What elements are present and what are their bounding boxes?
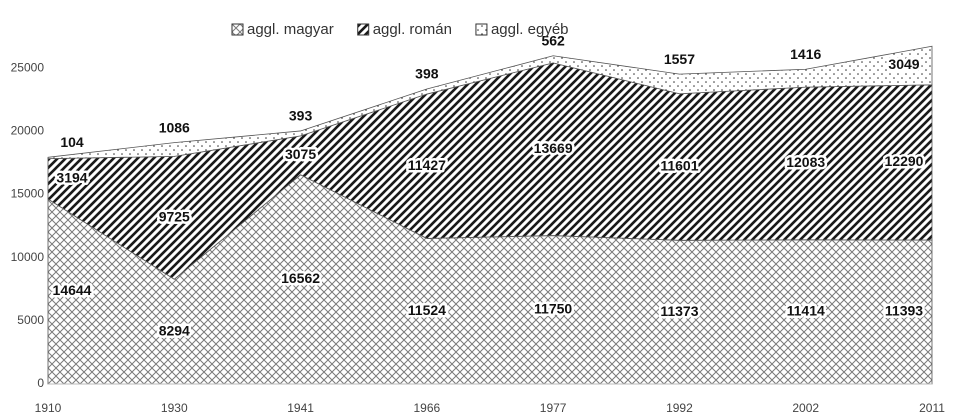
data-label: 9725: [159, 208, 190, 224]
data-label: 3194: [56, 170, 87, 186]
legend-swatch: [475, 23, 488, 36]
data-label: 13669: [534, 140, 573, 156]
data-label: 11601: [660, 158, 698, 174]
data-label: 14644: [53, 282, 92, 298]
data-label: 562: [541, 32, 565, 48]
data-label: 11750: [534, 300, 572, 316]
y-tick-label: 15000: [11, 187, 45, 201]
x-tick-label: 1977: [540, 401, 567, 415]
data-label: 1086: [159, 119, 190, 135]
y-tick-label: 0: [37, 376, 44, 390]
y-tick-label: 20000: [11, 124, 45, 138]
legend-swatch: [231, 23, 244, 36]
y-tick-label: 10000: [11, 250, 45, 264]
legend-swatch: [357, 23, 370, 36]
x-tick-label: 1992: [666, 401, 693, 415]
data-label: 12083: [786, 154, 825, 170]
x-tick-label: 1930: [161, 401, 188, 415]
x-tick-label: 2002: [792, 401, 819, 415]
legend-label: aggl. magyar: [247, 21, 334, 38]
data-label: 1416: [790, 46, 821, 62]
y-tick-label: 25000: [11, 60, 45, 74]
data-label: 11427: [408, 157, 446, 173]
x-tick-label: 1910: [35, 401, 62, 415]
data-label: 11393: [885, 303, 923, 319]
data-label: 3049: [888, 56, 919, 72]
data-label: 398: [415, 66, 439, 82]
legend-label: aggl. román: [373, 21, 452, 38]
data-label: 104: [60, 134, 84, 150]
x-tick-label: 1941: [287, 401, 314, 415]
data-label: 11524: [408, 302, 446, 318]
data-label: 3075: [285, 146, 316, 162]
data-label: 16562: [281, 270, 320, 286]
y-tick-label: 5000: [17, 313, 44, 327]
data-label: 393: [289, 108, 313, 124]
data-label: 12290: [885, 153, 924, 169]
data-label: 11373: [660, 303, 698, 319]
data-label: 8294: [159, 322, 190, 338]
x-tick-label: 1966: [414, 401, 441, 415]
area: [47, 45, 933, 160]
legend-label: aggl. egyéb: [491, 21, 569, 38]
data-label: 11414: [787, 303, 825, 319]
data-label: 1557: [664, 51, 695, 67]
x-tick-label: 2011: [919, 401, 945, 415]
